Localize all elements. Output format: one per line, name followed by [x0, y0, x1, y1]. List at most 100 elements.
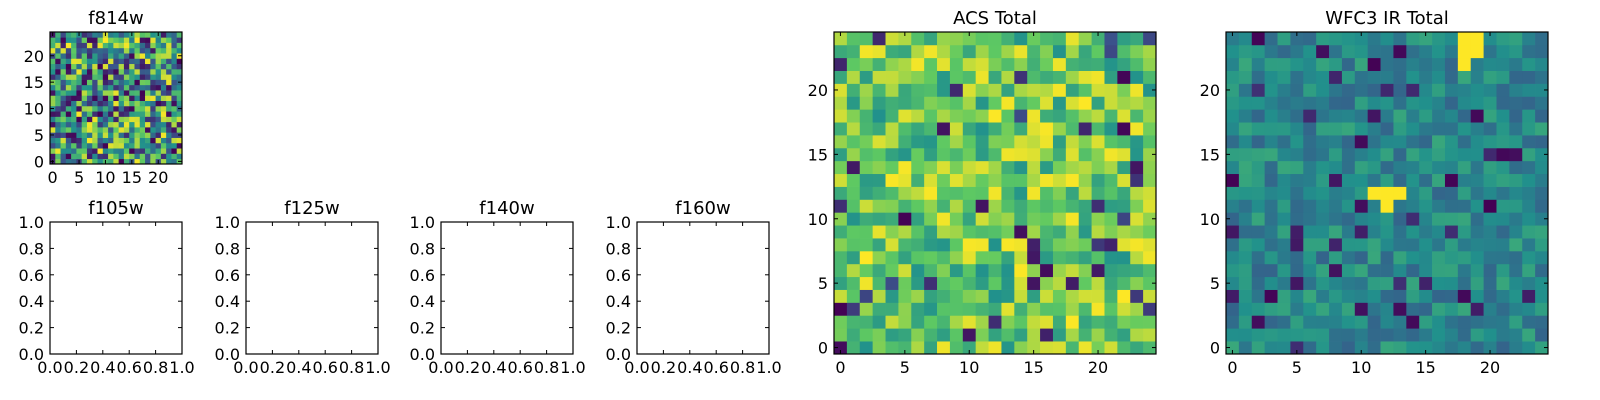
- heatmap-cell: [1290, 122, 1304, 136]
- heatmap-cell: [1014, 96, 1028, 110]
- heatmap-cell: [1419, 276, 1433, 290]
- heatmap-cell: [1290, 57, 1304, 71]
- heatmap-cell: [108, 121, 114, 128]
- heatmap-cell: [1393, 250, 1407, 265]
- heatmap-cell: [975, 32, 989, 46]
- heatmap-cell: [65, 148, 72, 154]
- y-tick-label: 0.8: [410, 239, 435, 258]
- heatmap-cell: [113, 63, 119, 70]
- heatmap-cell: [134, 53, 141, 59]
- heatmap-cell: [1117, 83, 1131, 97]
- x-tick-label: 10: [95, 168, 115, 187]
- heatmap-cell: [1117, 147, 1131, 162]
- heatmap-cell: [1316, 250, 1330, 265]
- heatmap-cell: [1535, 160, 1549, 175]
- heatmap-cell: [975, 44, 989, 59]
- heatmap-cell: [898, 289, 912, 303]
- heatmap-cell: [139, 132, 146, 138]
- heatmap-cell: [1470, 212, 1484, 226]
- heatmap-cell: [975, 315, 989, 329]
- y-tick-label: 15: [24, 73, 44, 92]
- heatmap-cell: [171, 105, 178, 112]
- heatmap-cell: [1052, 328, 1067, 342]
- heatmap-cell: [108, 68, 114, 75]
- heatmap-cell: [1264, 238, 1278, 252]
- heatmap-cell: [97, 79, 104, 86]
- heatmap-cell: [92, 142, 98, 149]
- heatmap-cell: [81, 105, 88, 112]
- heatmap-cell: [1052, 160, 1067, 175]
- heatmap-cell: [1432, 212, 1446, 226]
- heatmap-cell: [1329, 147, 1343, 162]
- heatmap-cell: [1143, 173, 1157, 187]
- heatmap-cell: [1226, 250, 1240, 265]
- heatmap-cell: [937, 212, 951, 226]
- heatmap-cell: [1406, 250, 1420, 265]
- heatmap-cell: [108, 90, 114, 96]
- y-tick-label: 0: [1210, 339, 1220, 358]
- heatmap-cell: [1078, 212, 1092, 226]
- heatmap-cell: [1104, 44, 1118, 59]
- heatmap-cell: [911, 173, 925, 187]
- heatmap-cell: [1078, 44, 1092, 59]
- heatmap-cell: [1290, 302, 1304, 316]
- heatmap-cell: [1303, 276, 1317, 290]
- heatmap-cell: [155, 58, 162, 65]
- heatmap-cell: [1251, 328, 1265, 342]
- heatmap-cell: [160, 53, 167, 59]
- heatmap-cell: [1457, 109, 1472, 123]
- heatmap-cell: [1380, 44, 1394, 59]
- heatmap-cell: [937, 225, 951, 239]
- heatmap-cell: [1393, 160, 1407, 175]
- heatmap-cell: [1290, 135, 1304, 149]
- heatmap-cell: [1104, 276, 1118, 290]
- heatmap-cell: [1457, 289, 1472, 303]
- heatmap-cell: [1419, 160, 1433, 175]
- heatmap-cell: [134, 90, 141, 96]
- heatmap-cell: [1251, 315, 1265, 329]
- heatmap-cell: [1143, 147, 1157, 162]
- y-tick-label: 0.6: [410, 266, 435, 285]
- heatmap-cell: [975, 328, 989, 342]
- heatmap-cell: [1393, 289, 1407, 303]
- heatmap-cell: [1040, 263, 1054, 278]
- heatmap-cell: [937, 135, 951, 149]
- heatmap-cell: [108, 111, 114, 117]
- heatmap-cell: [1264, 341, 1278, 355]
- heatmap-cell: [139, 68, 146, 75]
- heatmap-cell: [1483, 225, 1497, 239]
- x-tick-label: 0.2: [260, 358, 285, 377]
- heatmap-cell: [92, 84, 98, 91]
- heatmap-cell: [949, 302, 964, 316]
- heatmap-cell: [872, 96, 886, 110]
- heatmap-cell: [1052, 96, 1067, 110]
- heatmap-cell: [1432, 315, 1446, 329]
- heatmap-cell: [1104, 147, 1118, 162]
- heatmap-cell: [155, 127, 162, 133]
- heatmap-cell: [150, 105, 156, 112]
- heatmap-cell: [139, 121, 146, 128]
- heatmap-cell: [1496, 32, 1510, 46]
- heatmap-cell: [872, 83, 886, 97]
- heatmap-cell: [134, 111, 141, 117]
- heatmap-cell: [1091, 147, 1105, 162]
- y-tick-label: 15: [808, 145, 828, 164]
- heatmap-cell: [1251, 186, 1265, 200]
- heatmap-cell: [1277, 83, 1291, 97]
- heatmap-cell: [81, 37, 88, 43]
- heatmap-cell: [113, 116, 119, 123]
- heatmap-cell: [885, 225, 899, 239]
- heatmap-cell: [50, 137, 56, 144]
- heatmap-cell: [988, 238, 1002, 252]
- heatmap-cell: [1329, 328, 1343, 342]
- heatmap-cell: [1027, 44, 1041, 59]
- heatmap-cell: [1238, 212, 1253, 226]
- heatmap-cell: [1065, 109, 1080, 123]
- heatmap-cell: [1329, 96, 1343, 110]
- heatmap-cell: [1354, 250, 1369, 265]
- heatmap-cell: [1303, 32, 1317, 46]
- heatmap-cell: [1316, 341, 1330, 355]
- heatmap-cell: [1091, 250, 1105, 265]
- heatmap-cell: [1522, 263, 1536, 278]
